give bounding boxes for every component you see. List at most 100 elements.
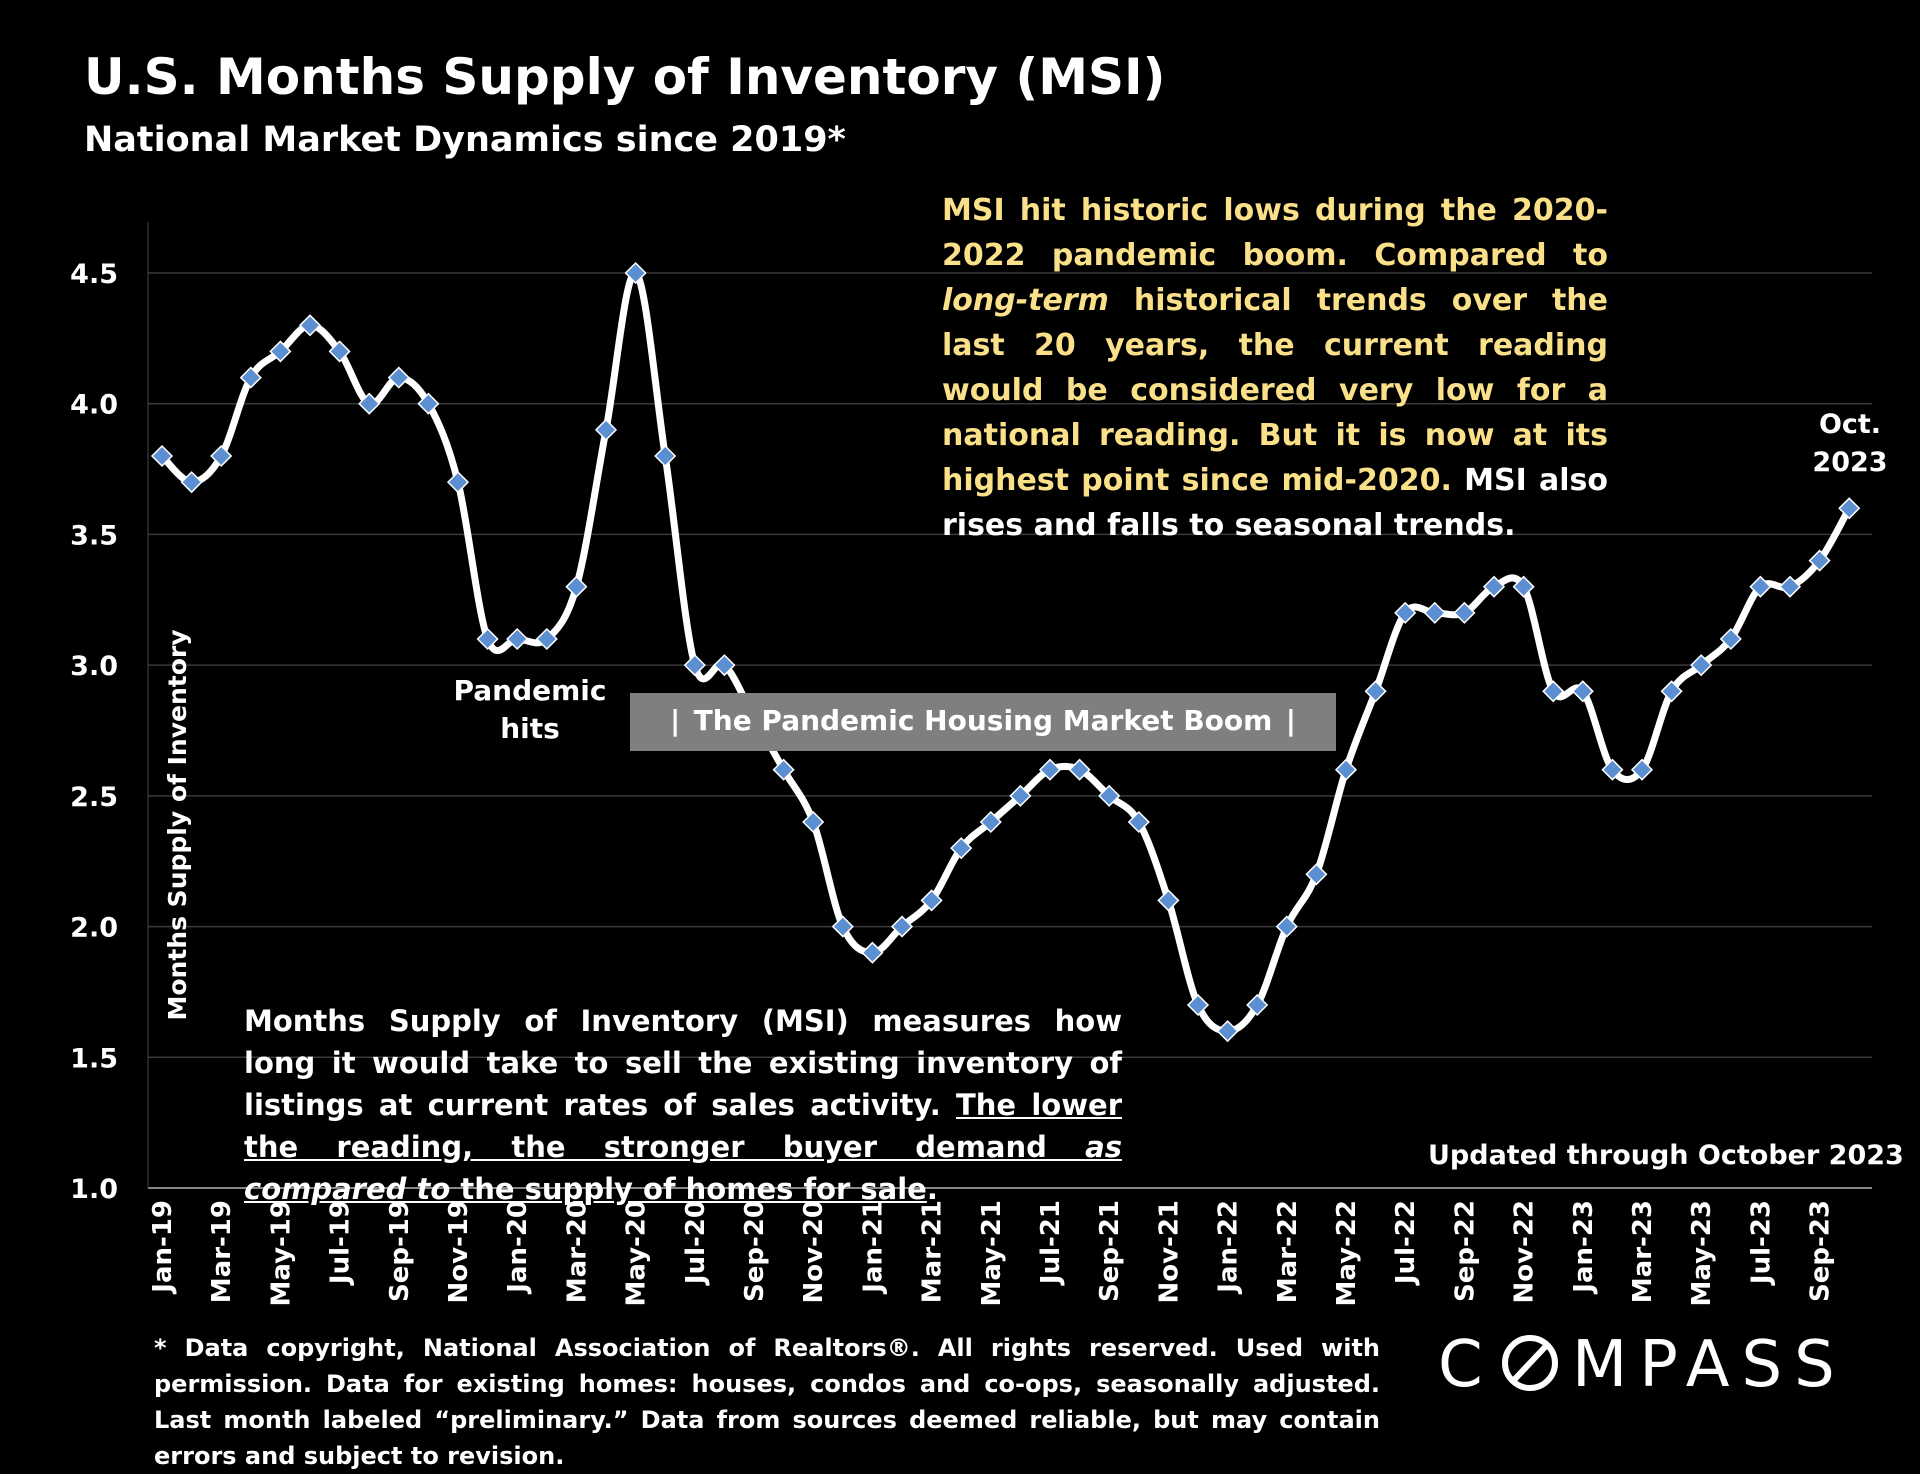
data-point-Jul-22 (1394, 601, 1417, 624)
footnote: * Data copyright, National Association o… (154, 1334, 1380, 1470)
data-point-Oct-19 (417, 392, 440, 415)
x-tick-label: Jul-23 (1746, 1200, 1776, 1286)
data-point-Mar-21 (920, 889, 943, 912)
data-point-Mar-23 (1630, 758, 1654, 781)
bottom-note-underline-2: the supply of homes for sale (450, 1172, 927, 1206)
x-tick-label: Mar-20 (562, 1200, 592, 1303)
top-note-text-1: MSI hit historic lows during the 2020-20… (942, 193, 1608, 273)
y-tick-labels: 1.0 1.5 2.0 2.5 3.0 3.5 4.0 4.5 (70, 259, 118, 1205)
boom-bar-right: | (1285, 704, 1296, 737)
data-point-Jul-23 (1749, 575, 1772, 598)
data-point-Oct-20 (772, 758, 795, 781)
data-point-Jan-21 (861, 941, 884, 964)
chart-title: U.S. Months Supply of Inventory (MSI) (84, 48, 1166, 106)
x-tick-label: Jan-21 (858, 1200, 888, 1295)
data-point-Nov-22 (1512, 575, 1535, 598)
data-point-Jun-20 (654, 444, 677, 468)
data-point-Feb-21 (890, 915, 914, 938)
data-point-Jun-23 (1719, 627, 1742, 651)
y-tick-label: 1.5 (70, 1043, 118, 1074)
last-point-label: Oct. 2023 (1800, 406, 1900, 482)
data-point-Jul-21 (1038, 758, 1062, 781)
y-tick-label: 4.5 (70, 259, 118, 290)
data-point-Feb-19 (180, 471, 203, 494)
x-tick-label: Nov-21 (1154, 1200, 1184, 1304)
x-tick-label: Mar-23 (1628, 1200, 1658, 1303)
x-tick-label: Mar-22 (1273, 1200, 1303, 1303)
x-tick-label: Jul-22 (1391, 1200, 1421, 1286)
data-point-Aug-21 (1068, 758, 1091, 781)
data-point-Sep-22 (1453, 601, 1476, 624)
data-point-Jul-19 (328, 340, 351, 363)
msi-line-chart: 1.0 1.5 2.0 2.5 3.0 3.5 4.0 4.5 Jan-19 Mar-19 May… (70, 222, 1872, 1307)
data-point-Mar-22 (1275, 915, 1298, 938)
data-point-Mar-20 (565, 575, 588, 598)
x-tick-label: Jul-20 (681, 1200, 711, 1286)
top-annotation: MSI hit historic lows during the 2020-20… (942, 188, 1608, 548)
x-tick-label: Sep-21 (1095, 1200, 1125, 1302)
top-note-italic: long-term (942, 283, 1109, 318)
data-point-Oct-23 (1838, 497, 1861, 520)
chart-subtitle: National Market Dynamics since 2019* (84, 120, 846, 160)
x-tick-label: May-20 (622, 1200, 652, 1307)
x-tick-label: Jan-23 (1569, 1200, 1599, 1295)
boom-bar-left: | (670, 704, 681, 737)
data-markers (150, 261, 1861, 1043)
compass-logo-mark: C MPASS (1438, 1328, 1847, 1402)
x-tick-label: Sep-23 (1806, 1200, 1836, 1302)
x-tick-label: Mar-19 (207, 1200, 237, 1303)
data-point-Sep-23 (1808, 549, 1831, 572)
data-point-Feb-20 (535, 627, 558, 651)
x-tick-label: May-21 (977, 1200, 1007, 1307)
data-point-Feb-22 (1246, 993, 1269, 1017)
x-tick-label: Mar-21 (918, 1200, 948, 1303)
y-tick-label: 3.5 (70, 520, 118, 551)
boom-label: The Pandemic Housing Market Boom (693, 704, 1273, 737)
x-tick-label: May-23 (1687, 1200, 1717, 1307)
data-point-Jun-19 (298, 314, 322, 337)
x-tick-label: Jul-19 (326, 1200, 356, 1286)
pandemic-boom-banner: The Pandemic Housing Market Boom | | (630, 693, 1336, 751)
data-point-Aug-23 (1778, 575, 1802, 598)
y-tick-label: 3.0 (70, 651, 118, 682)
msi-definition-note: Months Supply of Inventory (MSI) measure… (244, 1000, 1122, 1210)
data-point-May-23 (1690, 654, 1713, 677)
oct-line-1: Oct. (1818, 409, 1882, 440)
data-point-Dec-21 (1186, 993, 1210, 1017)
data-point-Mar-19 (210, 444, 233, 468)
data-point-Apr-23 (1660, 680, 1683, 703)
data-point-Nov-21 (1157, 889, 1180, 912)
x-tick-label: Sep-22 (1450, 1200, 1480, 1302)
x-tick-label: Nov-22 (1510, 1200, 1540, 1304)
bottom-note-text: Months Supply of Inventory (MSI) measure… (244, 1004, 1122, 1122)
y-tick-label: 1.0 (70, 1174, 118, 1205)
data-point-Dec-19 (476, 627, 499, 651)
data-point-Apr-22 (1305, 863, 1328, 886)
data-point-Apr-19 (239, 366, 262, 389)
x-tick-labels: Jan-19 Mar-19 May-19 Jul-19 Sep-19 Nov-19 Jan-… (148, 1200, 1836, 1307)
data-point-Jan-19 (150, 444, 174, 468)
data-point-May-20 (624, 261, 647, 285)
x-tick-label: May-19 (266, 1200, 296, 1307)
data-point-Jul-20 (683, 654, 706, 677)
x-tick-label: Jan-19 (148, 1200, 178, 1295)
bottom-note-underline-1: The lower the reading, the stronger buye… (244, 1088, 1122, 1164)
data-point-Apr-20 (594, 418, 618, 441)
x-tick-label: Nov-19 (444, 1200, 474, 1304)
x-tick-label: Sep-20 (740, 1200, 770, 1302)
data-point-Sep-19 (387, 366, 410, 389)
data-point-Sep-21 (1098, 784, 1121, 807)
svg-text:MPASS: MPASS (1572, 1328, 1847, 1398)
x-tick-label: Jan-22 (1214, 1200, 1244, 1295)
data-point-Nov-19 (446, 471, 470, 494)
x-tick-label: May-22 (1332, 1200, 1362, 1307)
y-tick-label: 2.5 (70, 782, 118, 813)
data-point-Aug-19 (358, 392, 381, 415)
x-tick-label: Sep-19 (385, 1200, 415, 1302)
top-note-white: MSI also rises and falls to seasonal tre… (942, 463, 1609, 543)
top-note-text-2: historical trends over the last 20 years… (942, 283, 1608, 498)
x-tick-label: Jan-20 (503, 1200, 533, 1295)
data-point-May-22 (1334, 758, 1358, 781)
y-axis-label: Months Supply of Inventory (163, 629, 192, 1020)
x-tick-label: Nov-20 (799, 1200, 829, 1304)
